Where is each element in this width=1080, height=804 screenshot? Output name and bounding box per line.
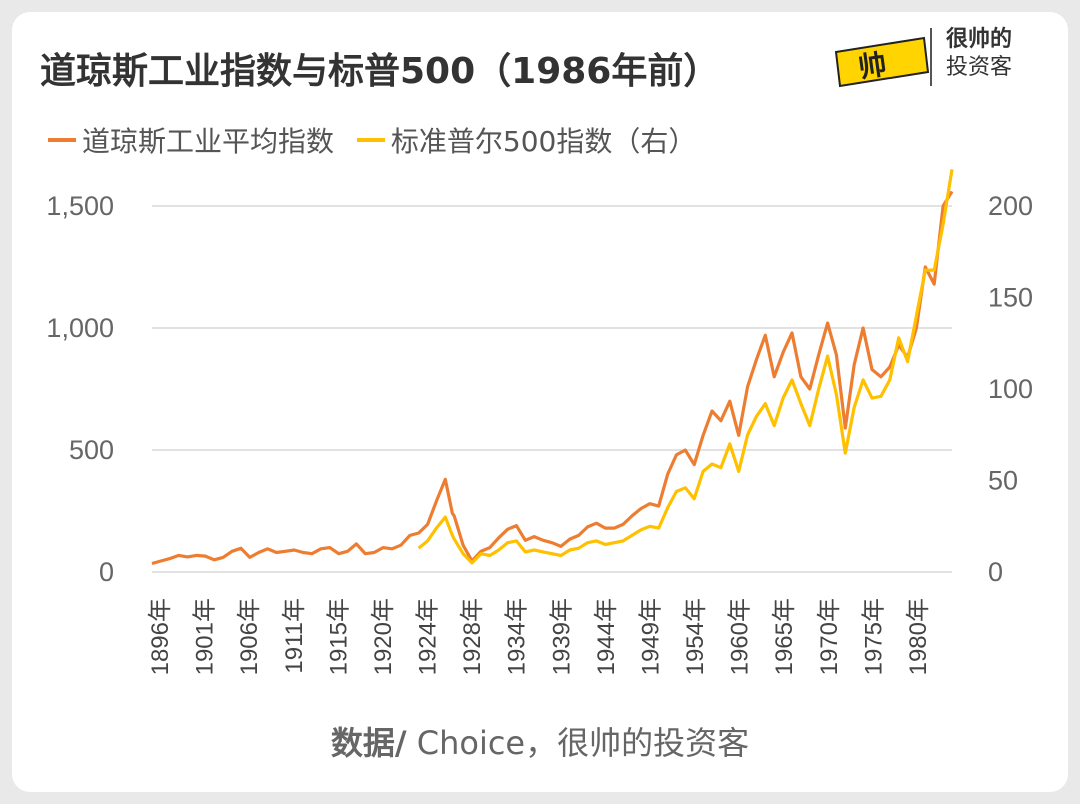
legend-label-dow: 道琼斯工业平均指数 <box>82 125 335 158</box>
source-label: 数据/ <box>330 724 407 762</box>
x-tick-label: 1906年 <box>236 598 263 675</box>
brand-line1: 很帅的 <box>946 27 1013 52</box>
source-note: 数据/ Choice，很帅的投资客 <box>12 718 1068 764</box>
x-tick-label: 1975年 <box>860 598 887 675</box>
x-tick-label: 1901年 <box>192 598 219 675</box>
x-tick-label: 1980年 <box>905 598 932 675</box>
y-left-tick-label: 1,000 <box>46 313 114 343</box>
brand-line2: 投资客 <box>946 55 1013 80</box>
chart-card: 道琼斯工业指数与标普500（1986年前） 帅 很帅的 投资客 道琼斯工业平均指… <box>12 12 1068 792</box>
y-right-tick-label: 50 <box>988 466 1018 496</box>
x-tick-label: 1954年 <box>682 598 709 675</box>
brand-name: 很帅的 投资客 <box>946 26 1012 82</box>
x-tick-label: 1960年 <box>727 598 754 675</box>
y-right-tick-label: 150 <box>988 283 1033 313</box>
y-right-tick-label: 0 <box>988 557 1003 587</box>
series-line-sp500 <box>417 169 954 565</box>
y-left-tick-label: 500 <box>69 435 114 465</box>
source-text: Choice，很帅的投资客 <box>406 724 750 762</box>
legend-swatch-sp500 <box>356 138 385 142</box>
logo-divider <box>930 28 932 86</box>
chart-legend: 道琼斯工业平均指数 标准普尔500指数（右） <box>48 116 710 160</box>
x-tick-label: 1934年 <box>504 598 531 675</box>
svg-text:帅: 帅 <box>856 48 888 85</box>
line-chart: 0 500 1,000 1,500 0 50 100 150 200 1896年 1901年 1906… <box>46 169 1033 675</box>
legend-item-dow: 道琼斯工业平均指数 <box>48 120 334 160</box>
x-tick-label: 1911年 <box>281 598 308 674</box>
x-tick-label: 1944年 <box>593 598 620 675</box>
x-tick-label: 1949年 <box>637 598 664 675</box>
legend-item-sp500: 标准普尔500指数（右） <box>356 120 697 160</box>
y-right-tick-label: 100 <box>988 374 1033 404</box>
x-tick-label: 1924年 <box>415 598 442 675</box>
x-tick-label: 1915年 <box>325 598 352 675</box>
y-left-tick-label: 0 <box>99 557 114 587</box>
x-tick-label: 1896年 <box>147 598 174 675</box>
chart-title: 道琼斯工业指数与标普500（1986年前） <box>40 51 720 92</box>
legend-label-sp500: 标准普尔500指数（右） <box>390 125 697 158</box>
x-tick-label: 1939年 <box>548 598 575 675</box>
brand-logo-icon: 帅 <box>834 36 930 88</box>
x-tick-label: 1920年 <box>370 598 397 675</box>
x-tick-label: 1928年 <box>459 598 486 675</box>
y-right-tick-label: 200 <box>988 191 1033 221</box>
x-tick-label: 1970年 <box>816 598 843 675</box>
series-line-dow <box>151 190 954 566</box>
x-tick-label: 1965年 <box>771 598 798 675</box>
y-left-tick-label: 1,500 <box>46 191 114 221</box>
legend-swatch-dow <box>48 138 76 142</box>
